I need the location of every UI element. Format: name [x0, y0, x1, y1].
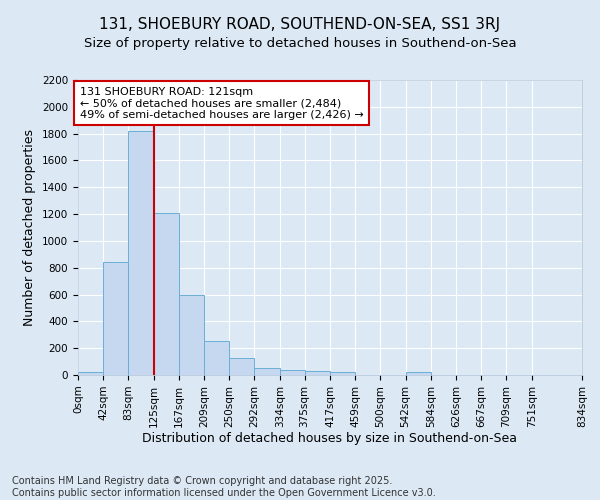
Bar	[406, 372, 431, 375]
Bar	[205, 341, 229, 375]
Bar	[103, 262, 128, 375]
Bar	[330, 372, 355, 375]
Bar	[78, 372, 103, 375]
Bar	[179, 294, 205, 375]
Bar	[280, 370, 305, 375]
Bar	[229, 358, 254, 375]
Text: Contains HM Land Registry data © Crown copyright and database right 2025.
Contai: Contains HM Land Registry data © Crown c…	[12, 476, 436, 498]
Text: Size of property relative to detached houses in Southend-on-Sea: Size of property relative to detached ho…	[83, 38, 517, 51]
Text: 131 SHOEBURY ROAD: 121sqm
← 50% of detached houses are smaller (2,484)
49% of se: 131 SHOEBURY ROAD: 121sqm ← 50% of detac…	[80, 86, 364, 120]
Text: 131, SHOEBURY ROAD, SOUTHEND-ON-SEA, SS1 3RJ: 131, SHOEBURY ROAD, SOUTHEND-ON-SEA, SS1…	[100, 18, 500, 32]
Bar	[154, 213, 179, 375]
X-axis label: Distribution of detached houses by size in Southend-on-Sea: Distribution of detached houses by size …	[143, 432, 517, 446]
Y-axis label: Number of detached properties: Number of detached properties	[23, 129, 37, 326]
Bar	[128, 131, 154, 375]
Bar	[254, 368, 280, 375]
Bar	[305, 371, 330, 375]
